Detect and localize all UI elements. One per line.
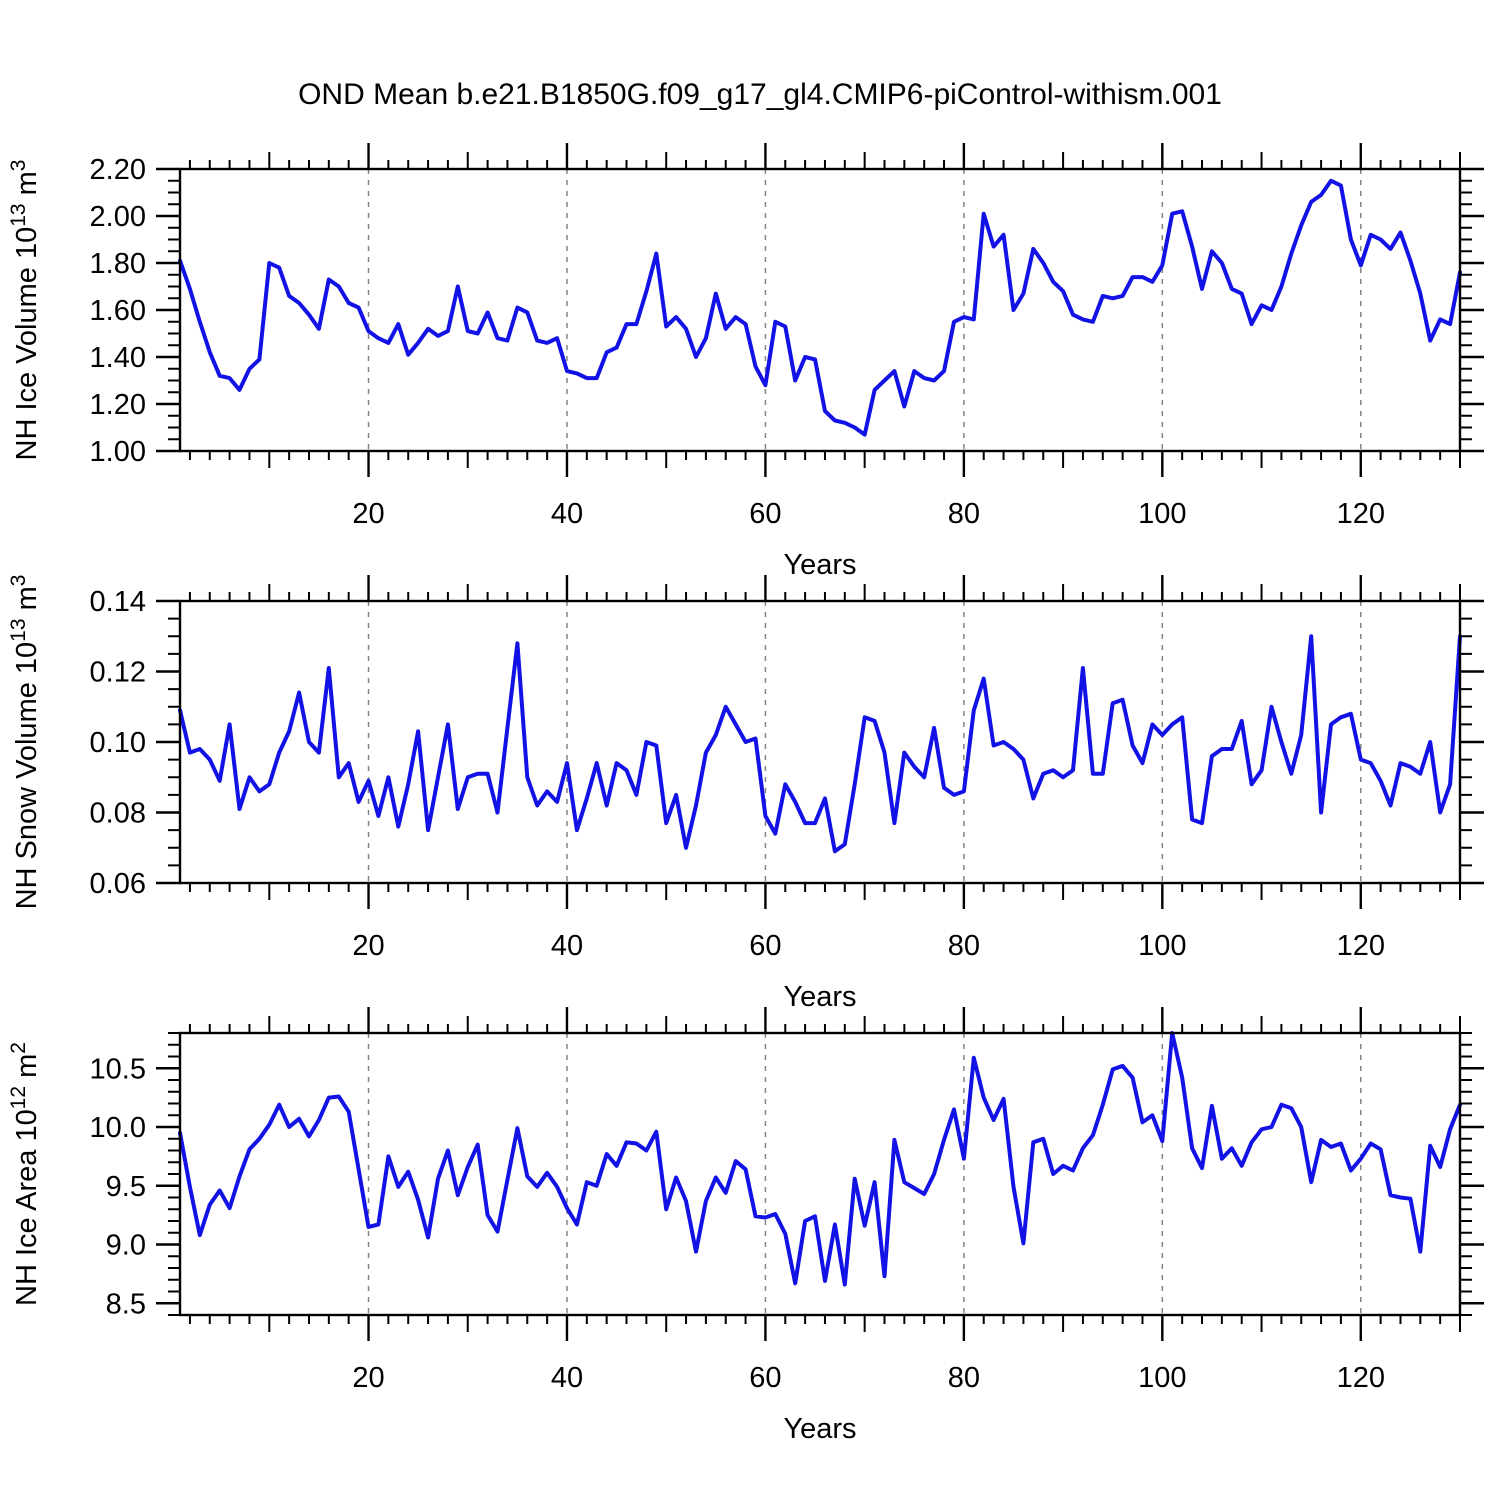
x-tick-label: 100 [1138,498,1186,530]
x-tick-label: 60 [749,1362,781,1394]
nh-ice-volume-line [178,178,1462,437]
x-axis-title: Years [783,981,856,1013]
x-tick-label: 20 [352,1362,384,1394]
y-tick-label: 9.5 [106,1171,146,1203]
y-tick-label: 0.10 [90,727,146,759]
y-tick-label: 1.20 [90,389,146,421]
nh-ice-area-axis-box [178,1031,1462,1317]
x-tick-label: 100 [1138,930,1186,962]
panel-nh-ice-area: 8.5 9.0 9.5 10.0 10.5 20 40 60 80 100 120 Years NH I… [7,1007,1484,1445]
nh-snow-volume-line [178,634,1462,854]
x-tick-label: 80 [948,930,980,962]
y-tick-label: 1.00 [90,436,146,468]
y-tick-label: 0.06 [90,868,146,900]
x-tick-label: 120 [1337,498,1385,530]
y-tick-label: 2.00 [90,201,146,233]
panel-nh-ice-volume: 1.00 1.20 1.40 1.60 1.80 2.00 2.20 20 40 60 80 100 1… [7,143,1484,581]
x-tick-label: 40 [551,1362,583,1394]
y-tick-label: 0.08 [90,798,146,830]
x-tick-label: 120 [1337,930,1385,962]
x-tick-label: 120 [1337,1362,1385,1394]
x-tick-label: 80 [948,1362,980,1394]
y-tick-label: 2.20 [90,154,146,186]
x-tick-label: 20 [352,498,384,530]
y-tick-label: 0.14 [90,586,146,618]
x-tick-label: 20 [352,930,384,962]
y-axis-title: NH Ice Volume 1013 m3 [7,160,43,461]
x-tick-label: 60 [749,930,781,962]
panel-nh-snow-volume: 0.06 0.08 0.10 0.12 0.14 20 40 60 80 100 120 Years N… [7,575,1484,1013]
y-tick-label: 8.5 [106,1288,146,1320]
y-tick-label: 1.60 [90,295,146,327]
x-tick-label: 40 [551,930,583,962]
x-tick-label: 80 [948,498,980,530]
x-tick-label: 100 [1138,1362,1186,1394]
x-axis-title: Years [783,1413,856,1445]
x-tick-label: 60 [749,498,781,530]
nh-ice-area-line [178,1031,1462,1287]
y-tick-label: 0.12 [90,657,146,689]
y-axis-title: NH Ice Area 1012 m2 [7,1042,43,1306]
y-tick-label: 1.80 [90,248,146,280]
y-tick-label: 9.0 [106,1230,146,1262]
y-axis-title: NH Snow Volume 1013 m3 [7,575,43,910]
chart-title: OND Mean b.e21.B1850G.f09_g17_gl4.CMIP6-… [298,78,1222,111]
y-tick-label: 10.5 [90,1053,146,1085]
y-tick-label: 10.0 [90,1112,146,1144]
x-tick-label: 40 [551,498,583,530]
y-tick-label: 1.40 [90,342,146,374]
x-axis-title: Years [783,549,856,581]
